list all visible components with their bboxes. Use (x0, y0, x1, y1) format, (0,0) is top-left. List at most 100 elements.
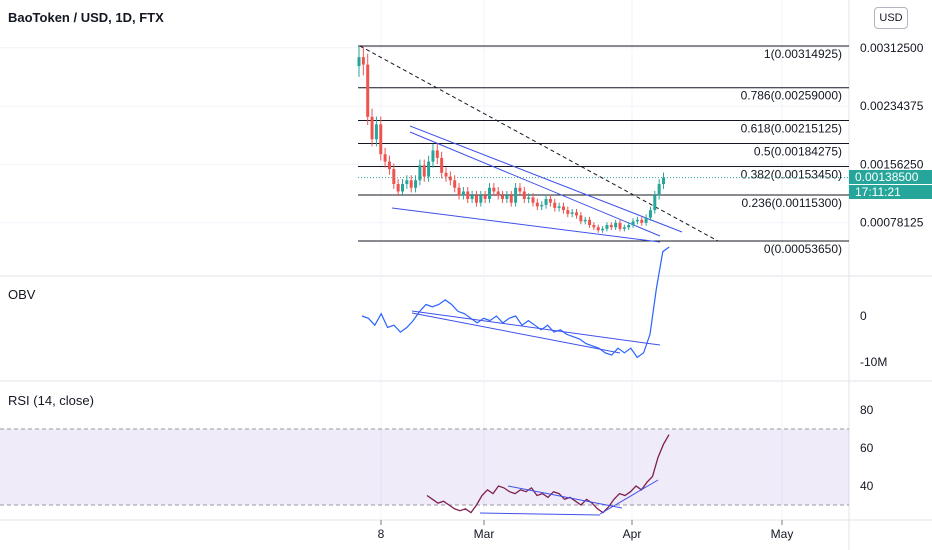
candle-body (518, 187, 522, 192)
rsi-trendline-upper (507, 485, 623, 509)
candle-body (640, 219, 644, 223)
symbol-title: BaoToken / USD, 1D, FTX (8, 10, 164, 25)
candle-body (635, 219, 639, 222)
candle-body (440, 157, 444, 173)
rsi-band (0, 429, 849, 505)
fib-level-label: 0.5(0.00184275) (754, 145, 842, 159)
candle-body (561, 206, 565, 211)
price-pane: 1(0.00314925) 0.786(0.00259000) 0.618(0.00… (357, 45, 849, 256)
candle-body (548, 198, 552, 203)
fib-level-label: 0.236(0.00115300) (741, 196, 842, 210)
time-tick-label: Mar (474, 527, 495, 541)
candle-body (461, 191, 465, 196)
candle-body (401, 184, 404, 192)
candle-body (409, 180, 413, 188)
candle-body (431, 150, 435, 162)
candle-body (448, 176, 452, 181)
candle-body (648, 210, 652, 218)
candle-body (601, 228, 605, 231)
obv-pane (361, 246, 670, 359)
candle-body (592, 225, 596, 228)
candle-body (618, 222, 622, 229)
candle-body (522, 191, 526, 199)
candle-body (570, 212, 574, 214)
candle-body (596, 227, 600, 231)
candle-body (496, 191, 500, 196)
candle-body (644, 217, 648, 223)
candle-body (466, 191, 470, 199)
rsi-pane (0, 428, 849, 516)
candle-body (488, 187, 491, 199)
price-axis: 0.00312500 0.00234375 0.00156250 0.00078125… (860, 41, 924, 493)
candle-body (614, 222, 618, 228)
candle-body (453, 180, 457, 188)
time-tick-label: Apr (623, 527, 642, 541)
obv-trendline-upper (411, 310, 661, 346)
time-tick-label: 8 (378, 527, 385, 541)
rsi-trendline-base (479, 512, 601, 516)
price-tick-label: 0.00156250 (860, 157, 924, 171)
candle-body (514, 187, 518, 203)
rsi-tick-label: 60 (860, 441, 874, 455)
candle-body (392, 169, 396, 185)
candle-body (370, 116, 374, 140)
candle-body (509, 195, 513, 203)
candle-body (662, 177, 665, 185)
candle-body (374, 124, 378, 140)
candle-body (544, 198, 548, 205)
candle-body (553, 202, 557, 208)
candle-body (531, 197, 535, 203)
candle-body (383, 154, 387, 162)
wedge-lower-line (391, 207, 661, 243)
fib-level-label: 0(0.00053650) (764, 242, 842, 256)
candle-body (479, 195, 483, 203)
price-tick-label: 0.00312500 (860, 41, 924, 55)
rsi-tick-label: 80 (860, 403, 874, 417)
candle-body (605, 225, 609, 229)
candle-body (631, 221, 635, 226)
candle-body (457, 187, 461, 196)
wedge-upper-line (409, 125, 683, 233)
candle-body (418, 165, 422, 181)
candle-body (583, 219, 587, 222)
candle-body (405, 180, 409, 185)
candle-body (622, 227, 626, 229)
rsi-label: RSI (14, close) (8, 393, 94, 408)
candle-body (575, 212, 578, 216)
candle-body (414, 180, 418, 188)
countdown-tag: 17:11:21 (849, 185, 932, 199)
candle-body (527, 197, 531, 199)
fib-level-label: 0.786(0.00259000) (741, 89, 842, 103)
candle-body (474, 195, 478, 203)
obv-tick-label: 0 (860, 309, 867, 323)
candle-body (501, 195, 505, 199)
last-price-tag: 0.00138500 (849, 170, 932, 184)
candle-body (505, 195, 509, 199)
candle-body (566, 210, 570, 214)
time-tick-label: May (771, 527, 794, 541)
obv-label: OBV (8, 287, 36, 302)
obv-tick-label: -10M (860, 355, 887, 369)
time-axis: 8 Mar Apr May (378, 520, 794, 541)
fib-level-label: 0.382(0.00153450) (741, 168, 842, 182)
fib-level-label: 1(0.00314925) (764, 47, 842, 61)
candle-body (422, 165, 426, 177)
currency-button[interactable]: USD (874, 7, 908, 29)
candle-body (557, 206, 561, 208)
candle-body (357, 57, 361, 67)
fib-trend-dashed-line (359, 45, 719, 242)
candle-body (387, 161, 391, 170)
price-tick-label: 0.00234375 (860, 99, 924, 113)
candle-body (609, 225, 613, 228)
candle-body (588, 219, 592, 226)
candle-body (379, 124, 383, 155)
rsi-trendline-lower (599, 479, 659, 515)
candle-body (535, 202, 539, 207)
candle-body (366, 64, 370, 117)
candle-body (396, 184, 400, 192)
candle-body (361, 57, 365, 65)
candle-body (427, 161, 431, 177)
rsi-line (426, 434, 670, 514)
